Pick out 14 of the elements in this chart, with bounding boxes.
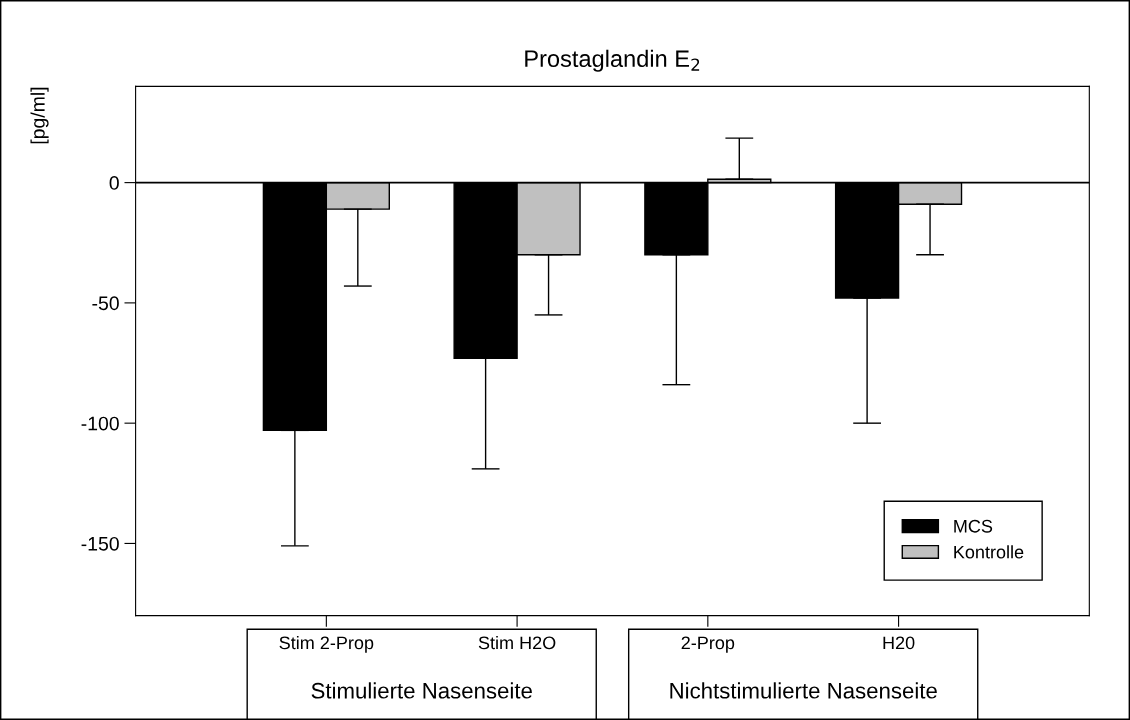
y-tick-label: -50 — [92, 296, 119, 311]
chart-title: Prostaglandin E$_{2}$ — [525, 49, 700, 72]
y-tick-label: 0 — [109, 176, 119, 190]
x-tick-label: Stim H2O — [478, 635, 556, 650]
x-tick-label: Stim 2-Prop — [279, 635, 374, 653]
y-tick-label: -150 — [81, 536, 119, 551]
y-axis-title: [pg/ml] — [30, 87, 49, 144]
legend-label: Kontrolle — [954, 545, 1024, 559]
text: Nichtstimulierte Nasenseite — [670, 682, 937, 699]
legend-label: MCS — [954, 519, 993, 533]
x-tick-label: H20 — [883, 636, 915, 650]
y-tick-label: -100 — [81, 416, 119, 431]
text: Stimulierte Nasenseite — [311, 682, 532, 699]
x-tick-label: 2-Prop — [681, 636, 735, 653]
